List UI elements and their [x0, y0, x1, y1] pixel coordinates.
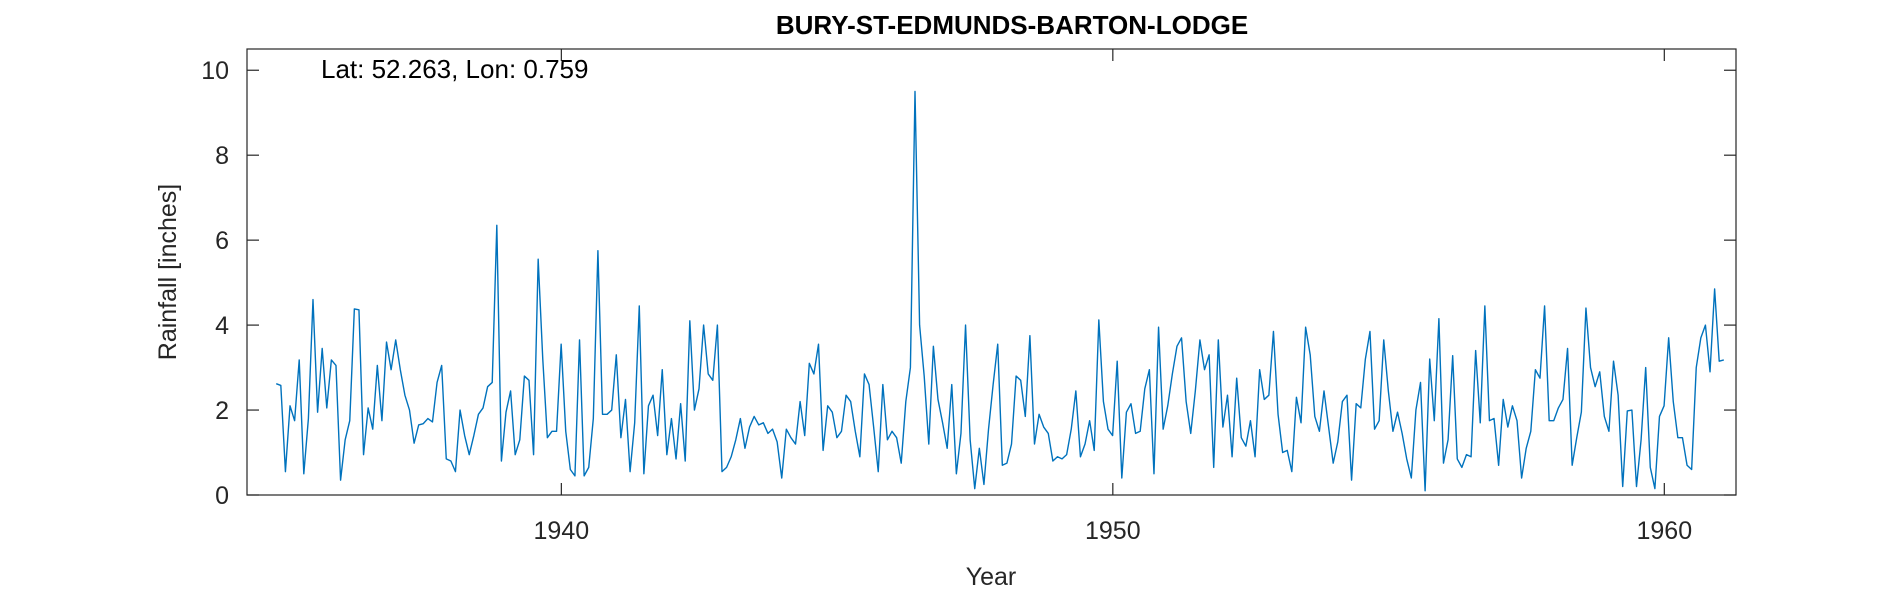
y-tick-label: 4	[215, 312, 229, 340]
y-tick-label: 6	[215, 227, 229, 255]
x-tick-label: 1940	[534, 517, 590, 545]
y-axis-label: Rainfall [inches]	[154, 184, 182, 360]
y-tick-label: 2	[215, 397, 229, 425]
y-axis: 0 2 4 6 8 10	[201, 57, 1736, 510]
x-tick-label: 1960	[1636, 517, 1692, 545]
chart-title: BURY-ST-EDMUNDS-BARTON-LODGE	[776, 10, 1248, 40]
y-tick-label: 8	[215, 142, 229, 170]
station-coordinates-annotation: Lat: 52.263, Lon: 0.759	[321, 54, 588, 84]
y-tick-label: 0	[215, 482, 229, 510]
plot-area	[246, 48, 1737, 496]
y-tick-label: 10	[201, 57, 229, 85]
rainfall-series-line	[275, 90, 1724, 492]
x-axis: 1940 1950 1960	[534, 49, 1692, 545]
x-axis-label: Year	[966, 563, 1017, 591]
x-tick-label: 1950	[1085, 517, 1141, 545]
